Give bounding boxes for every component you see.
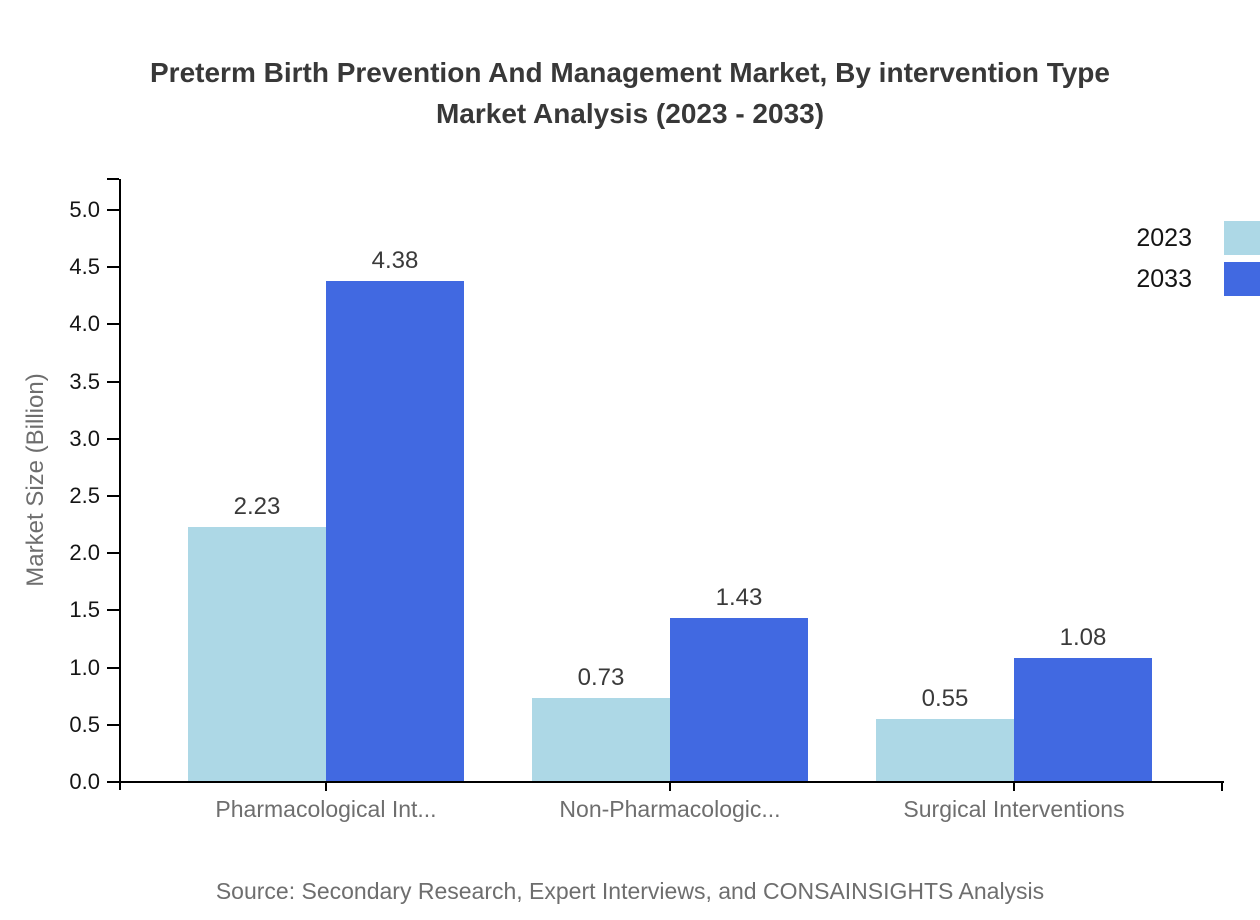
y-axis-title: Market Size (Billion) xyxy=(22,373,49,587)
legend-label: 2033 xyxy=(1136,264,1192,293)
chart-title: Preterm Birth Prevention And Management … xyxy=(0,52,1260,134)
category-label: Pharmacological Int... xyxy=(215,796,437,822)
y-tick-mark xyxy=(107,266,119,268)
y-tick-mark xyxy=(107,323,119,325)
chart-title-line1: Preterm Birth Prevention And Management … xyxy=(150,57,1110,88)
bar-2033-0 xyxy=(326,281,464,782)
y-tick-mark xyxy=(107,667,119,669)
y-tick-label: 3.5 xyxy=(69,369,100,394)
y-tick-label: 0.5 xyxy=(69,712,100,737)
bar-2033-2 xyxy=(1014,658,1152,782)
y-tick-mark xyxy=(107,438,119,440)
x-tick-mark xyxy=(669,783,671,791)
y-tick-label: 3.0 xyxy=(69,426,100,451)
bar-2023-1 xyxy=(532,698,670,782)
bar-2033-1 xyxy=(670,618,808,782)
y-tick-mark xyxy=(107,209,119,211)
y-tick-label: 1.0 xyxy=(69,655,100,680)
bar-value-label: 2.23 xyxy=(233,493,281,520)
y-tick-label: 4.5 xyxy=(69,254,100,279)
bar-2023-2 xyxy=(876,719,1014,782)
y-tick-label: 2.0 xyxy=(69,540,100,565)
y-tick-mark xyxy=(107,724,119,726)
y-axis-spine xyxy=(119,179,121,790)
chart-title-line2: Market Analysis (2023 - 2033) xyxy=(435,98,825,129)
legend-swatch-icon xyxy=(1224,221,1260,255)
category-label: Surgical Interventions xyxy=(903,796,1125,822)
category-label: Non-Pharmacologic... xyxy=(559,796,781,822)
bar-value-label: 4.38 xyxy=(371,247,419,274)
y-tick-mark xyxy=(107,781,119,783)
legend-item-2023: 2023 xyxy=(1136,221,1260,255)
y-tick-label: 1.5 xyxy=(69,597,100,622)
legend-swatch-icon xyxy=(1224,262,1260,296)
x-tick-mark xyxy=(325,783,327,791)
bar-value-label: 0.73 xyxy=(577,664,625,691)
y-axis-top-cap xyxy=(107,178,119,180)
bar-2023-0 xyxy=(188,527,326,782)
y-tick-mark xyxy=(107,495,119,497)
x-axis-right-cap xyxy=(1221,781,1223,791)
y-tick-label: 4.0 xyxy=(69,311,100,336)
bar-value-label: 0.55 xyxy=(921,685,969,712)
x-tick-mark xyxy=(1013,783,1015,791)
y-tick-mark xyxy=(107,381,119,383)
bar-value-label: 1.43 xyxy=(715,584,763,611)
x-axis-spine xyxy=(119,781,1224,783)
y-tick-mark xyxy=(107,609,119,611)
y-tick-label: 5.0 xyxy=(69,197,100,222)
legend-item-2033: 2033 xyxy=(1136,262,1260,296)
source-attribution: Source: Secondary Research, Expert Inter… xyxy=(215,878,1045,904)
legend-label: 2023 xyxy=(1136,223,1192,252)
bar-value-label: 1.08 xyxy=(1059,624,1107,651)
legend: 2023 2033 xyxy=(1136,221,1260,296)
y-tick-mark xyxy=(107,552,119,554)
y-tick-label: 2.5 xyxy=(69,483,100,508)
y-tick-label: 0.0 xyxy=(69,769,100,794)
